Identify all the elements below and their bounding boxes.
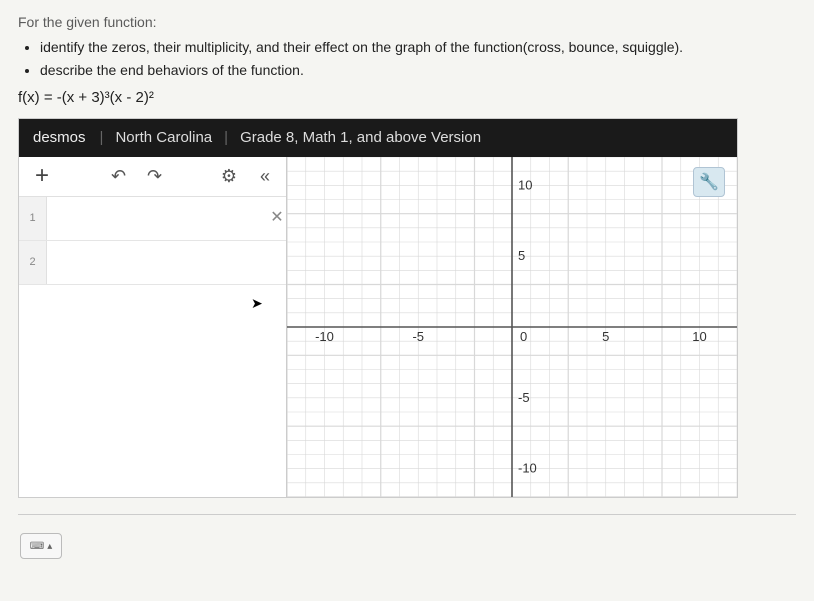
keyboard-toggle-button[interactable]: ⌨ ▴ (20, 533, 62, 559)
expression-toolbar: + ↶ ↷ ⚙ « (19, 157, 286, 197)
close-icon: ✕ (270, 207, 283, 227)
expression-panel: + ↶ ↷ ⚙ « 1 2 ✕ ➤ (19, 157, 287, 497)
svg-text:0: 0 (520, 329, 527, 344)
coordinate-grid[interactable]: -10 -5 0 5 10 10 5 -5 -10 (287, 157, 737, 497)
desmos-region: North Carolina (103, 129, 224, 146)
collapse-icon: « (260, 166, 270, 187)
function-formula: f(x) = -(x + 3)³(x - 2)² (18, 87, 796, 110)
svg-text:5: 5 (602, 329, 609, 344)
gear-icon: ⚙ (221, 166, 237, 187)
svg-text:10: 10 (518, 177, 532, 192)
collapse-button[interactable]: « (250, 161, 280, 191)
row-number: 2 (19, 241, 47, 284)
chevron-up-icon: ▴ (47, 541, 52, 552)
add-expression-button[interactable]: + (25, 161, 59, 191)
question-block: For the given function: identify the zer… (0, 0, 814, 118)
desmos-header: desmos | North Carolina | Grade 8, Math … (19, 119, 737, 157)
settings-button[interactable]: ⚙ (214, 161, 244, 191)
delete-row-button[interactable]: ✕ (267, 207, 287, 227)
undo-button[interactable]: ↶ (104, 161, 134, 191)
question-lead: For the given function: (18, 12, 796, 33)
redo-button[interactable]: ↷ (140, 161, 170, 191)
expression-input[interactable] (47, 197, 286, 240)
redo-icon: ↷ (147, 166, 162, 187)
undo-icon: ↶ (111, 166, 126, 187)
keyboard-icon: ⌨ (30, 541, 44, 552)
svg-text:-10: -10 (518, 460, 537, 475)
svg-text:10: 10 (692, 329, 706, 344)
graph-panel[interactable]: -10 -5 0 5 10 10 5 -5 -10 🔧 (287, 157, 737, 497)
graph-settings-button[interactable]: 🔧 (693, 167, 725, 197)
row-number: 1 (19, 197, 47, 240)
svg-text:-5: -5 (518, 389, 530, 404)
question-bullets: identify the zeros, their multiplicity, … (40, 37, 796, 81)
desmos-calculator: desmos | North Carolina | Grade 8, Math … (18, 118, 738, 498)
svg-text:-5: -5 (412, 329, 424, 344)
expression-input[interactable] (47, 241, 286, 284)
cursor-icon: ➤ (251, 295, 263, 312)
svg-text:-10: -10 (315, 329, 334, 344)
answer-area[interactable] (18, 514, 796, 534)
bullet-1: identify the zeros, their multiplicity, … (40, 37, 796, 58)
desmos-body: + ↶ ↷ ⚙ « 1 2 ✕ ➤ -10-50510105-5-1 (19, 157, 737, 497)
bullet-2: describe the end behaviors of the functi… (40, 60, 796, 81)
desmos-version: Grade 8, Math 1, and above Version (228, 129, 493, 146)
desmos-brand: desmos (19, 129, 100, 146)
expression-row[interactable]: 1 (19, 197, 286, 241)
svg-text:5: 5 (518, 248, 525, 263)
wrench-icon: 🔧 (699, 172, 719, 192)
expression-row[interactable]: 2 (19, 241, 286, 285)
